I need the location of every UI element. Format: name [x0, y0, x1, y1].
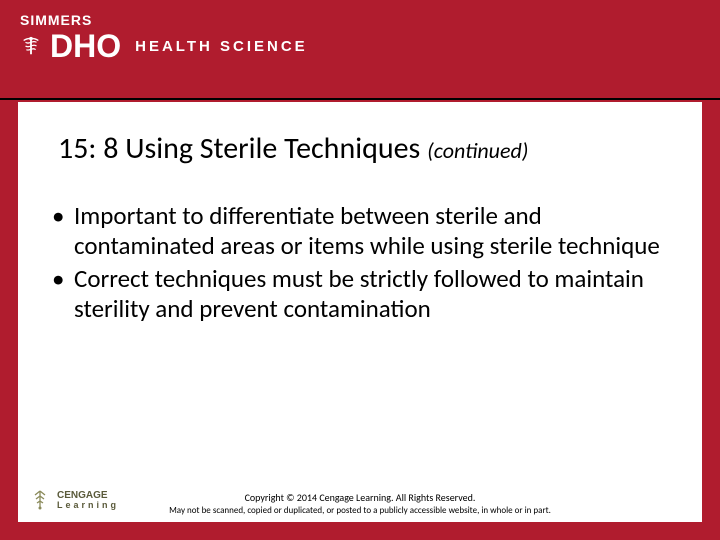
header-bar: SIMMERS DHO HEALTH SCIENCE — [0, 0, 720, 100]
logo-row: DHO HEALTH SCIENCE — [20, 30, 700, 62]
caduceus-icon — [20, 35, 42, 57]
simmers-label: SIMMERS — [20, 12, 700, 28]
dho-text: DHO — [50, 30, 121, 62]
bullet-item: Correct techniques must be strictly foll… — [48, 264, 672, 323]
bullet-item: Important to differentiate between steri… — [48, 201, 672, 260]
copyright-footer: Copyright © 2014 Cengage Learning. All R… — [18, 492, 702, 516]
title-main: 15: 8 Using Sterile Techniques — [58, 130, 427, 167]
content-area: 15: 8 Using Sterile Techniques (continue… — [18, 102, 702, 522]
bullet-list: Important to differentiate between steri… — [18, 177, 702, 323]
title-continued: (continued) — [427, 137, 528, 164]
slide-title: 15: 8 Using Sterile Techniques (continue… — [18, 102, 702, 177]
slide: SIMMERS DHO HEALTH SCIENCE 15: 8 Using S… — [0, 0, 720, 540]
copyright-line2: May not be scanned, copied or duplicated… — [18, 505, 702, 516]
health-science-label: HEALTH SCIENCE — [135, 38, 308, 55]
copyright-line1: Copyright © 2014 Cengage Learning. All R… — [18, 492, 702, 505]
